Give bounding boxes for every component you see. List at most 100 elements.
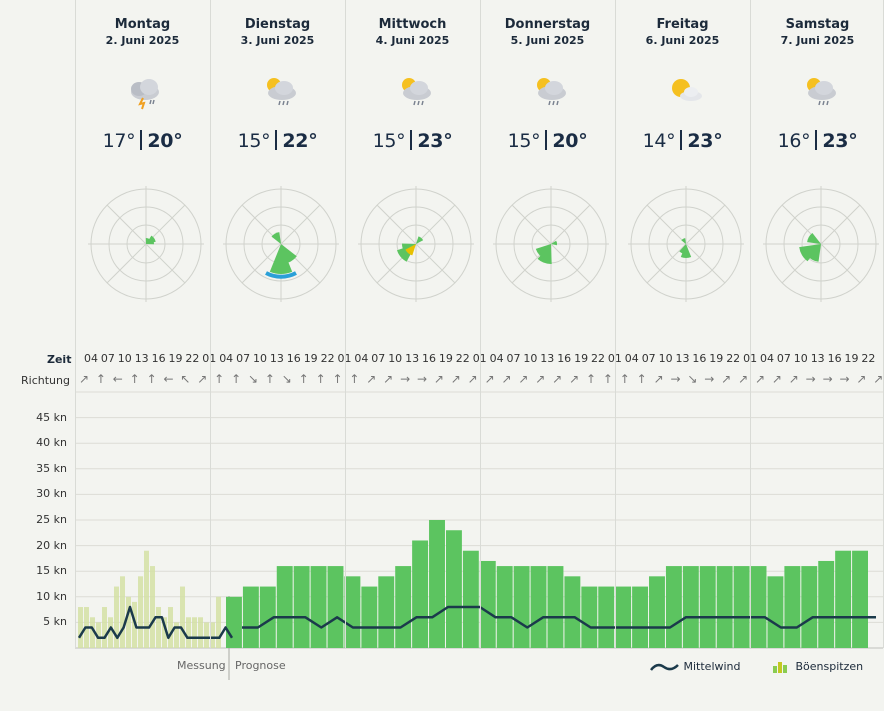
hour-tick: 07	[506, 352, 521, 365]
wind-rose	[493, 186, 609, 302]
day-name: Mittwoch	[378, 17, 447, 32]
direction-arrow-icon: ↗	[771, 372, 782, 386]
forecast-mean-wind-line	[242, 605, 876, 629]
temp-min: 15°	[237, 130, 271, 152]
hour-tick: 07	[371, 352, 386, 365]
thunderstorm-icon	[131, 79, 159, 110]
direction-arrow-icon: →	[822, 372, 833, 386]
forecast-gust-bar	[564, 576, 581, 648]
hour-tick: 16	[557, 352, 572, 365]
direction-arrow-icon: ↗	[484, 372, 495, 386]
temp-max: 20°	[552, 130, 588, 152]
measured-gust-bar	[174, 622, 179, 648]
direction-arrow-icon: ↗	[467, 372, 478, 386]
y-tick-label: 35 kn	[36, 461, 67, 475]
direction-arrow-icon: ↗	[653, 372, 664, 386]
y-tick-label: 40 kn	[36, 436, 67, 450]
direction-arrow-icon: ↗	[788, 372, 799, 386]
forecast-gust-bar	[682, 566, 699, 648]
forecast-gust-bar	[784, 566, 801, 648]
direction-arrow-icon: ↗	[383, 372, 394, 386]
hour-tick: 19	[844, 352, 859, 365]
wind-rose	[223, 186, 339, 302]
direction-arrow-icon: ↗	[552, 372, 563, 386]
hour-tick: 07	[100, 352, 115, 365]
measured-gust-bar	[144, 550, 149, 648]
day-name: Montag	[114, 17, 171, 32]
direction-arrow-icon: ↑	[315, 372, 326, 386]
forecast-gust-bar	[496, 566, 513, 648]
day-name: Dienstag	[244, 17, 311, 32]
sun-cloud-rain-icon	[807, 78, 836, 106]
direction-arrow-icon: ↑	[214, 372, 225, 386]
direction-arrow-icon: ↗	[518, 372, 529, 386]
direction-arrow-icon: ←	[163, 372, 174, 386]
gusts-legend-icon	[773, 662, 787, 673]
direction-arrow-icon: ↘	[281, 372, 292, 386]
day-name: Donnerstag	[504, 17, 591, 32]
wind-rose	[358, 186, 474, 302]
direction-arrow-icon: ↑	[298, 372, 309, 386]
temp-min: 15°	[507, 130, 541, 152]
y-tick-label: 30 kn	[36, 487, 67, 501]
forecast-gust-bar	[395, 566, 412, 648]
y-tick-label: 20 kn	[36, 538, 67, 552]
day-date: 4. Juni 2025	[375, 34, 450, 47]
forecast-gust-bar	[835, 550, 852, 648]
day-column: Donnerstag 5. Juni 2025 15° 20°	[480, 0, 615, 340]
direction-arrow-icon: ↗	[433, 372, 444, 386]
direction-arrow-icon: ↗	[738, 372, 749, 386]
measured-gust-bar	[204, 622, 209, 648]
hour-tick: 07	[236, 352, 251, 365]
direction-arrow-icon: ↗	[78, 372, 90, 386]
temp-max: 20°	[147, 130, 183, 152]
forecast-gust-bar	[699, 566, 716, 648]
forecast-gust-bar	[445, 530, 462, 648]
temp-separator	[410, 130, 413, 150]
hour-tick: 04	[624, 352, 639, 365]
forecast-gust-bar	[632, 586, 649, 648]
direction-arrow-icon: ↗	[569, 372, 580, 386]
hour-tick: 22	[861, 352, 876, 365]
direction-arrow-icon: ↑	[585, 372, 597, 386]
measurement-label: Messung	[177, 659, 226, 672]
day-date: 7. Juni 2025	[780, 34, 855, 47]
temp-min: 15°	[372, 130, 406, 152]
y-tick-label: 45 kn	[36, 410, 67, 424]
hour-tick: 10	[523, 352, 538, 365]
hour-tick: 13	[540, 352, 555, 365]
hour-tick: 13	[134, 352, 149, 365]
direction-arrow-icon: ↑	[95, 372, 106, 386]
temperature-range: 16° 23°	[750, 130, 884, 152]
legend-gusts: Böenspitzen	[772, 660, 863, 673]
hour-tick: 07	[641, 352, 656, 365]
hour-tick: 16	[151, 352, 166, 365]
wind-rose	[88, 186, 204, 302]
y-tick-label: 5 kn	[43, 615, 67, 629]
hour-tick: 10	[388, 352, 403, 365]
measured-gust-bar	[108, 617, 113, 648]
hour-tick: 04	[84, 352, 98, 365]
forecast-gust-bar	[716, 566, 733, 648]
measured-gust-bar	[186, 617, 191, 648]
forecast-gust-bar	[259, 586, 276, 648]
forecast-gust-bar	[750, 566, 767, 648]
hour-tick: 10	[793, 352, 808, 365]
temp-separator	[140, 130, 143, 150]
day-date: 2. Juni 2025	[105, 34, 180, 47]
direction-arrow-icon: ←	[112, 372, 123, 386]
direction-arrow-icon: ↗	[450, 372, 461, 386]
temp-separator	[545, 130, 548, 150]
measured-mean-wind-line	[77, 605, 234, 640]
sun-cloud-rain-icon	[537, 78, 566, 106]
forecast-gust-bar	[462, 550, 479, 648]
measured-gust-bar	[156, 607, 161, 648]
temp-separator	[680, 130, 683, 150]
forecast-gust-bar	[598, 586, 615, 648]
temperature-range: 15° 20°	[480, 130, 615, 152]
direction-arrow-icon: ↗	[501, 372, 512, 386]
hour-tick: 13	[269, 352, 284, 365]
hour-tick: 19	[574, 352, 589, 365]
direction-arrow-icon: ↑	[636, 372, 647, 386]
